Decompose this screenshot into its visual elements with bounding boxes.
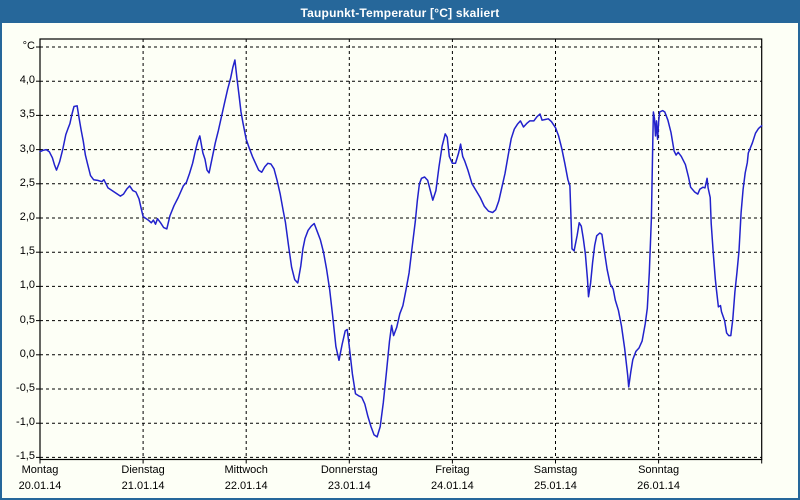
x-axis-day-name: Freitag — [435, 464, 470, 476]
x-axis-day-name: Montag — [21, 464, 59, 476]
x-axis-day-date: 22.01.14 — [224, 480, 268, 492]
y-axis-label: 0,0 — [19, 347, 35, 360]
x-axis-day-date: 24.01.14 — [430, 480, 474, 492]
x-axis-day-name: Donnerstag — [320, 464, 378, 476]
y-axis-label: 3,0 — [19, 142, 35, 155]
x-axis-day-date: 21.01.14 — [121, 480, 165, 492]
y-axis-label: -1,0 — [16, 416, 35, 429]
title-bar: Taupunkt-Temperatur [°C] skaliert — [2, 2, 798, 23]
x-axis-day-name: Mittwoch — [224, 464, 268, 476]
x-axis-day-date: 26.01.14 — [637, 480, 680, 492]
plot-frame — [39, 38, 763, 461]
x-axis-day-name: Sonntag — [638, 464, 680, 476]
x-axis-day-date: 25.01.14 — [534, 480, 577, 492]
temperature-line — [39, 59, 763, 438]
x-axis-day-date: 20.01.14 — [18, 480, 62, 492]
y-axis-label: -0,5 — [16, 382, 35, 394]
y-axis-label: 0,5 — [19, 313, 35, 326]
y-axis-label: 3,5 — [19, 108, 35, 121]
y-axis-label: 1,0 — [19, 279, 35, 292]
y-axis-label: 1,5 — [19, 245, 35, 258]
y-axis-label: 2,5 — [19, 176, 35, 189]
x-axis-day-date: 23.01.14 — [327, 480, 371, 492]
y-axis-unit-label: °C — [22, 40, 35, 52]
y-axis-label: 2,0 — [19, 211, 35, 223]
x-axis-day-name: Dienstag — [121, 464, 165, 476]
y-axis-label: -1,5 — [16, 450, 35, 463]
y-axis-label: 4,0 — [19, 74, 35, 87]
x-axis-day-name: Samstag — [533, 464, 578, 476]
window-title: Taupunkt-Temperatur [°C] skaliert — [300, 5, 500, 20]
